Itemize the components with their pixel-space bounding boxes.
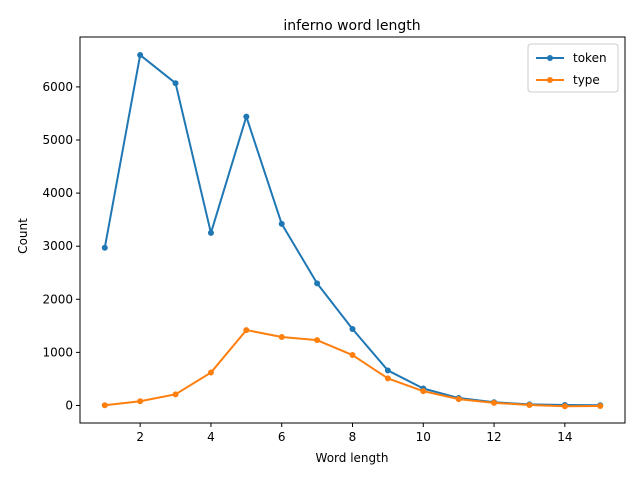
data-point-token-2: [137, 52, 144, 59]
data-point-type-13: [526, 401, 533, 408]
data-point-type-5: [243, 327, 250, 334]
y-tick-label: 6000: [42, 80, 73, 94]
data-point-token-4: [207, 229, 214, 236]
data-point-type-1: [101, 402, 108, 409]
y-tick-label: 0: [65, 398, 73, 412]
data-point-token-1: [101, 244, 108, 251]
data-point-type-15: [597, 403, 604, 410]
legend-marker-type: [547, 77, 553, 83]
x-tick-label: 8: [349, 430, 357, 444]
data-point-type-4: [207, 369, 214, 376]
y-tick-label: 2000: [42, 292, 73, 306]
data-point-type-6: [278, 333, 285, 340]
plot-area: 2 4 6 8 10 12 14 0 1000 2000 3000 4000 5000 6000: [42, 36, 626, 444]
x-tick-label: 4: [207, 430, 215, 444]
y-tick-label: 3000: [42, 239, 73, 253]
data-point-token-7: [314, 280, 321, 287]
x-tick-label: 2: [136, 430, 144, 444]
data-point-type-2: [137, 398, 144, 405]
plot-frame: [79, 36, 626, 424]
data-point-type-8: [349, 352, 356, 359]
chart-title: inferno word length: [283, 18, 420, 34]
legend: token type: [527, 43, 619, 93]
data-point-type-14: [561, 403, 568, 410]
x-tick-label: 12: [486, 430, 501, 444]
y-tick-label: 4000: [42, 186, 73, 200]
legend-label-token: token: [573, 51, 607, 65]
legend-marker-token: [547, 55, 553, 61]
data-point-token-9: [384, 367, 391, 374]
data-point-type-11: [455, 396, 462, 403]
data-point-type-10: [420, 388, 427, 395]
data-point-type-9: [384, 375, 391, 382]
data-point-token-8: [349, 326, 356, 333]
data-point-type-7: [314, 337, 321, 344]
x-tick-label: 6: [278, 430, 286, 444]
data-point-type-12: [491, 399, 498, 406]
x-tick-label: 10: [416, 430, 431, 444]
legend-label-type: type: [573, 73, 600, 87]
series-line-type: [104, 329, 601, 408]
x-axis-label: Word length: [316, 451, 389, 465]
y-tick-label: 1000: [42, 345, 73, 359]
data-point-token-6: [278, 220, 285, 227]
data-point-token-5: [243, 113, 250, 120]
y-axis-label: Count: [16, 218, 30, 254]
x-tick-label: 14: [557, 430, 572, 444]
data-point-token-3: [172, 80, 179, 87]
data-point-type-3: [172, 391, 179, 398]
y-tick-label: 5000: [42, 133, 73, 147]
